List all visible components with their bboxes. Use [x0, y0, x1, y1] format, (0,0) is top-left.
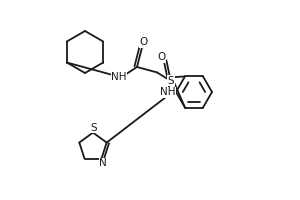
Text: NH: NH — [160, 87, 176, 97]
Text: N: N — [99, 158, 107, 168]
Text: S: S — [90, 123, 97, 133]
Text: O: O — [157, 52, 166, 62]
Text: O: O — [140, 37, 148, 47]
Text: NH: NH — [111, 72, 127, 82]
Text: S: S — [168, 76, 174, 86]
